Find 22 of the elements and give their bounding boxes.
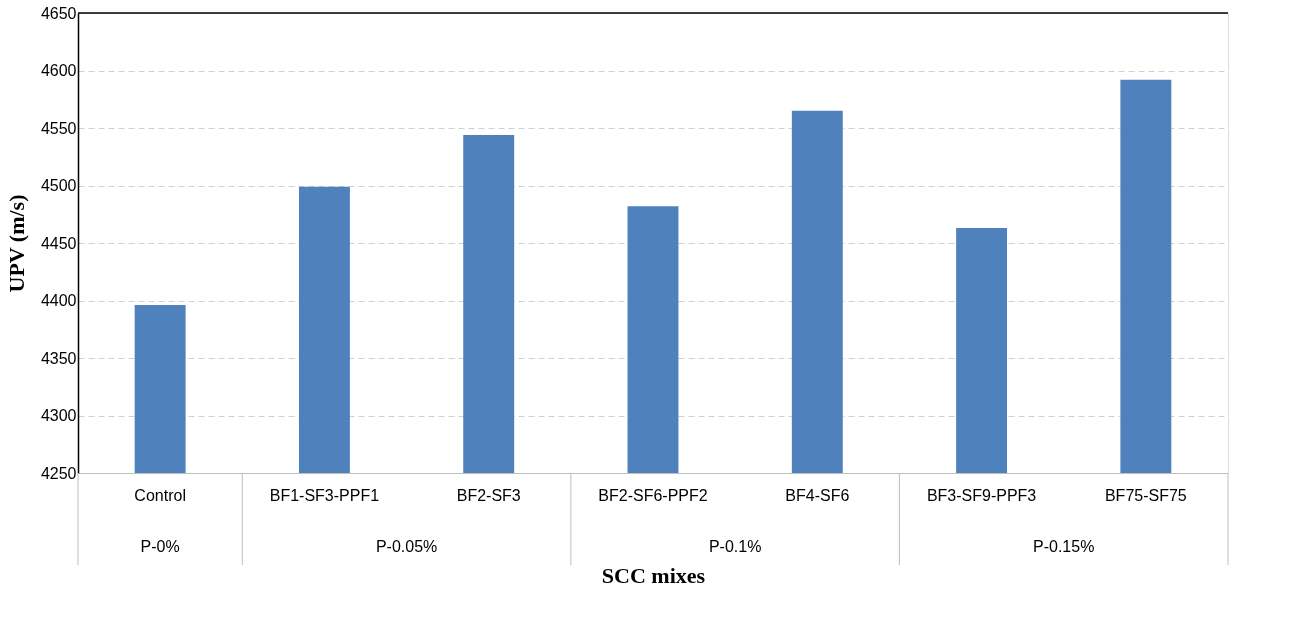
y-tick-label: 4500	[40, 177, 77, 194]
y-tick-label: 4400	[40, 292, 77, 309]
text: P-0.15%	[1033, 538, 1095, 555]
y-tick-label: 4450	[40, 234, 77, 252]
y-tick-label: 4550	[40, 119, 77, 137]
x-tick-label: BF2-SF6-PPF2	[598, 486, 708, 504]
x-tick-label: BF1-SF3-PPF1	[269, 486, 380, 504]
x-tick-label: BF2-SF3	[456, 486, 521, 504]
x-axis-title: SCC mixes	[601, 562, 706, 588]
text: P-0.05%	[375, 538, 438, 555]
y-axis-title: UPV (m/s)	[3, 194, 29, 293]
x-tick-label: BF75-SF75	[1104, 486, 1187, 504]
y-tick-label: 4250	[40, 464, 77, 482]
y-tick-label: 4350	[40, 349, 77, 367]
text: P-0%	[140, 538, 180, 555]
x-tick-label: Control	[134, 486, 186, 504]
x-tick-label: BF4-SF6	[785, 486, 850, 504]
x-tick-label: BF3-SF9-PPF3	[926, 486, 1037, 504]
y-tick-label: 4600	[40, 62, 77, 79]
text: P-0.1%	[708, 538, 762, 555]
y-tick-label: 4300	[40, 407, 77, 424]
y-tick-label: 4650	[40, 4, 77, 22]
